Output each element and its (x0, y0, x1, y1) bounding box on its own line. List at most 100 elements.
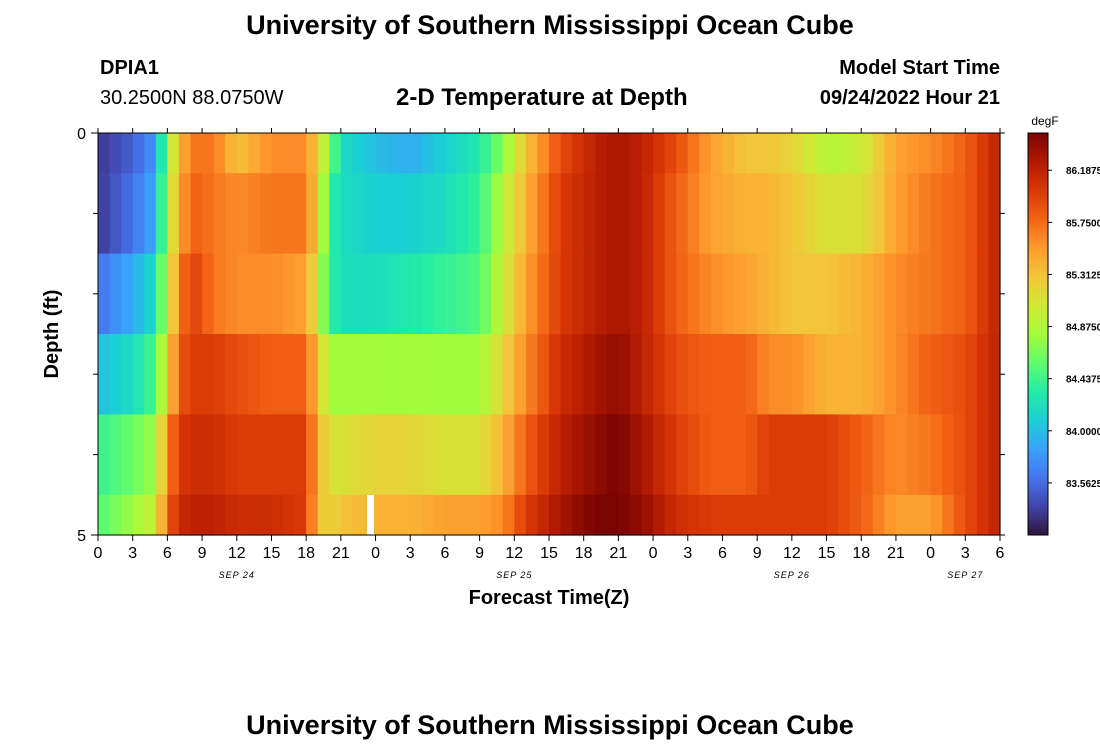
x-tick-label: 21 (609, 545, 627, 562)
heatmap-cell (745, 253, 758, 335)
heatmap-cell (595, 334, 608, 415)
heatmap-cell (98, 334, 111, 415)
heatmap-cell (734, 253, 747, 335)
heatmap-cell (791, 133, 805, 174)
heatmap-cell (410, 173, 423, 255)
heatmap-cell (225, 334, 238, 415)
y-axis-label: Depth (ft) (41, 290, 63, 379)
heatmap-cell (479, 133, 492, 174)
heatmap-cell (734, 334, 747, 415)
heatmap-cell (444, 133, 458, 174)
heatmap-cell (202, 494, 215, 536)
x-tick-label: 12 (228, 545, 246, 562)
heatmap-cell (259, 494, 273, 536)
heatmap-cell (363, 173, 377, 255)
heatmap-cell (98, 414, 111, 496)
heatmap-cell (375, 334, 388, 415)
heatmap-cell (283, 334, 296, 415)
heatmap-cell (572, 133, 585, 174)
heatmap-cell (560, 173, 573, 255)
heatmap-cell (259, 334, 273, 415)
heatmap-cell (780, 133, 793, 174)
heatmap-cell (213, 133, 226, 174)
heatmap-cell (271, 414, 284, 496)
heatmap-cell (491, 414, 504, 496)
y-tick-label-bottom: 5 (77, 528, 86, 545)
heatmap-cell (271, 334, 284, 415)
heatmap-cell (907, 133, 920, 174)
heatmap-cell (190, 414, 203, 496)
heatmap-cell (722, 253, 735, 335)
heatmap-cell (444, 414, 458, 496)
heatmap-cell (687, 253, 700, 335)
heatmap-cell (930, 414, 943, 496)
heatmap-cell (676, 414, 689, 496)
heatmap-cell (606, 334, 619, 415)
x-tick-label: 15 (540, 545, 558, 562)
heatmap-cell (618, 253, 631, 335)
heatmap-cell (861, 494, 874, 536)
heatmap-cell (329, 334, 342, 415)
heatmap-cell (641, 334, 654, 415)
heatmap-cell (953, 253, 966, 335)
footer-title: University of Southern Mississippi Ocean… (246, 710, 854, 740)
heatmap-cell (676, 334, 689, 415)
heatmap-cell (988, 133, 1001, 174)
heatmap-cell (514, 334, 527, 415)
heatmap-cell (121, 494, 134, 536)
heatmap-cell (433, 334, 446, 415)
heatmap-cell (537, 334, 550, 415)
heatmap-cell (595, 253, 608, 335)
heatmap-cell (283, 173, 296, 255)
heatmap-cell (895, 494, 909, 536)
heatmap-cell (780, 173, 793, 255)
heatmap-cell (236, 253, 249, 335)
heatmap-cell (525, 334, 539, 415)
heatmap-cell (514, 133, 527, 174)
heatmap-cell (468, 334, 481, 415)
heatmap-cell (757, 494, 770, 536)
x-tick-label: 6 (440, 545, 449, 562)
heatmap-cell (965, 414, 978, 496)
heatmap-cell (109, 334, 122, 415)
heatmap-cell (248, 414, 261, 496)
colorbar-tick-label: 84.4375 (1066, 375, 1100, 386)
heatmap-cell (525, 253, 539, 335)
heatmap-cell (259, 414, 273, 496)
heatmap-cell (629, 133, 643, 174)
heatmap-cell (560, 494, 573, 536)
heatmap-cell (144, 334, 157, 415)
heatmap-cell (884, 414, 897, 496)
heatmap-cell (363, 334, 377, 415)
heatmap-cell (780, 253, 793, 335)
heatmap-cell (329, 494, 342, 536)
heatmap-cell (398, 494, 411, 536)
heatmap-cell (178, 494, 192, 536)
heatmap-cell (803, 253, 816, 335)
heatmap-cell (387, 253, 400, 335)
heatmap-cell (167, 173, 180, 255)
heatmap-cell (734, 494, 747, 536)
heatmap-cell (907, 414, 920, 496)
heatmap-cell (549, 334, 562, 415)
heatmap-cell (155, 173, 168, 255)
heatmap-cell (294, 253, 307, 335)
heatmap-cell (919, 334, 932, 415)
heatmap-cell (838, 133, 851, 174)
heatmap-cell (606, 133, 619, 174)
heatmap-cell (271, 173, 284, 255)
heatmap-cell (514, 173, 527, 255)
heatmap-cell (525, 494, 539, 536)
heatmap-cell (826, 253, 839, 335)
heatmap-cell (838, 494, 851, 536)
heatmap-cell (629, 494, 643, 536)
heatmap-cell (861, 253, 874, 335)
heatmap-cell (803, 133, 816, 174)
heatmap-cell (988, 334, 1001, 415)
x-tick-label: 18 (852, 545, 870, 562)
heatmap-cell (502, 133, 515, 174)
heatmap-cell (537, 173, 550, 255)
heatmap-cell (757, 173, 770, 255)
heatmap-cell (595, 494, 608, 536)
heatmap-cell (618, 334, 631, 415)
